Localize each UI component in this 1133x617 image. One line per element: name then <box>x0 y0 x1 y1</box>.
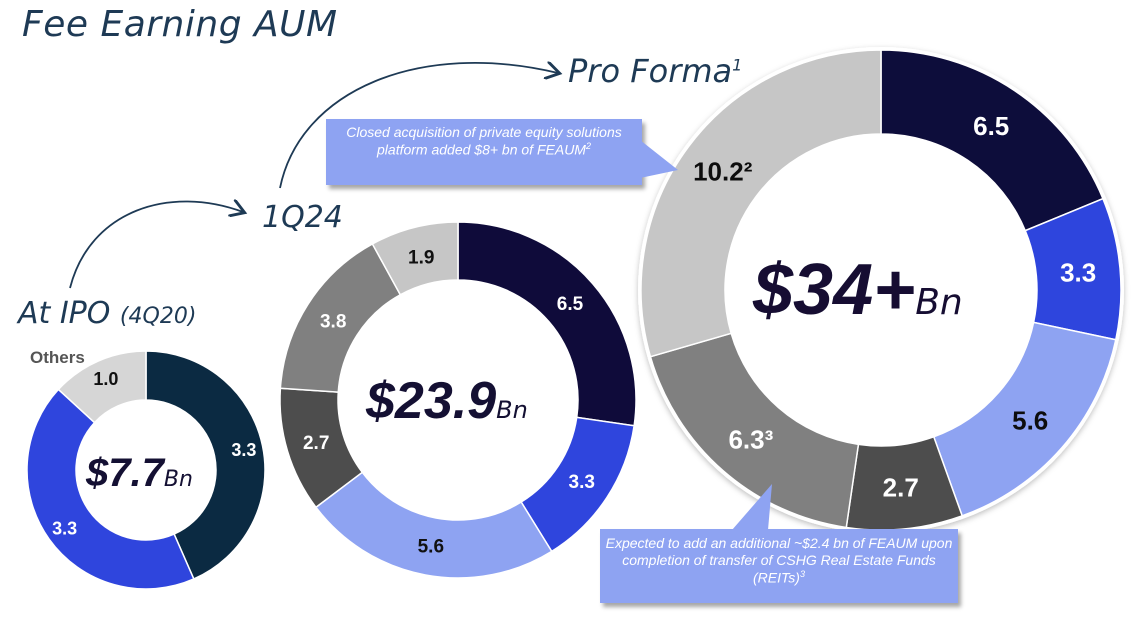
arrow-ipo-to-1q24 <box>69 202 243 289</box>
donut-1q24-segment-0-label: 6.5 <box>557 294 584 315</box>
donut-ipo-segment-0-label: 3.3 <box>231 440 256 460</box>
donut-proforma-segment-2-label: 5.6 <box>1012 406 1048 436</box>
ipo-label: At IPO (4Q20) <box>18 296 196 331</box>
donut-proforma: 6.5 3.3 5.6 2.7 6.3³ 10.2² $34+Bn <box>638 47 1124 533</box>
donut-1q24-segment-1-label: 3.3 <box>569 472 595 493</box>
donut-proforma-segment-5 <box>640 49 882 358</box>
donut-ipo-total: $7.7Bn <box>85 451 193 495</box>
others-label: Others <box>30 348 85 367</box>
acquisition-callout: Closed acquisition of private equity sol… <box>326 119 642 185</box>
donut-1q24-total: $23.9Bn <box>365 372 528 430</box>
donut-1q24: 6.5 3.3 5.6 2.7 3.8 1.9 $23.9Bn <box>277 219 639 581</box>
donut-1q24-segment-5-label: 1.9 <box>408 247 434 268</box>
donut-proforma-segment-4-label: 6.3³ <box>728 425 773 455</box>
donut-proforma-segment-1-label: 3.3 <box>1060 257 1096 287</box>
cshg-callout-pointer <box>732 484 772 530</box>
donut-ipo-segment-1 <box>26 388 195 590</box>
donut-proforma-segment-5-label: 10.2² <box>693 156 753 186</box>
donut-1q24-segment-4-label: 3.8 <box>320 311 346 332</box>
acquisition-callout-text: Closed acquisition of private equity sol… <box>346 124 622 158</box>
donut-proforma-total: $34+Bn <box>752 250 963 330</box>
acquisition-callout-pointer <box>640 140 678 178</box>
cshg-callout-text: Expected to add an additional ~$2.4 bn o… <box>605 535 953 586</box>
proforma-label-footnote: 1 <box>732 55 743 75</box>
donut-proforma-segment-0-label: 6.5 <box>973 111 1009 141</box>
arrow-1q24-to-proforma <box>279 63 558 189</box>
donut-ipo-segment-1-label: 3.3 <box>52 519 77 539</box>
donut-1q24-segment-0 <box>457 221 637 427</box>
ipo-label-main: At IPO <box>18 296 111 331</box>
acquisition-callout-footnote: 2 <box>585 140 591 151</box>
proforma-label-main: Pro Forma <box>568 52 733 90</box>
donut-proforma-segment-3-label: 2.7 <box>883 472 919 502</box>
donut-1q24-segment-3-label: 2.7 <box>303 433 329 454</box>
donut-ipo-segment-0 <box>145 350 266 580</box>
donut-ipo-segment-2 <box>57 350 147 424</box>
proforma-label: Pro Forma1 <box>568 52 742 90</box>
cshg-callout: Expected to add an additional ~$2.4 bn o… <box>600 529 958 603</box>
page-title: Fee Earning AUM <box>22 4 338 45</box>
donut-1q24-segment-2-label: 5.6 <box>418 536 444 557</box>
donut-ipo: 3.3 3.3 1.0 $7.7Bn <box>24 348 268 592</box>
donut-ipo-segment-2-label: 1.0 <box>93 369 118 389</box>
q124-label: 1Q24 <box>262 200 343 235</box>
donut-1q24-segment-5 <box>371 221 459 296</box>
ipo-label-sub: (4Q20) <box>119 304 197 329</box>
cshg-callout-footnote: 3 <box>799 568 805 579</box>
